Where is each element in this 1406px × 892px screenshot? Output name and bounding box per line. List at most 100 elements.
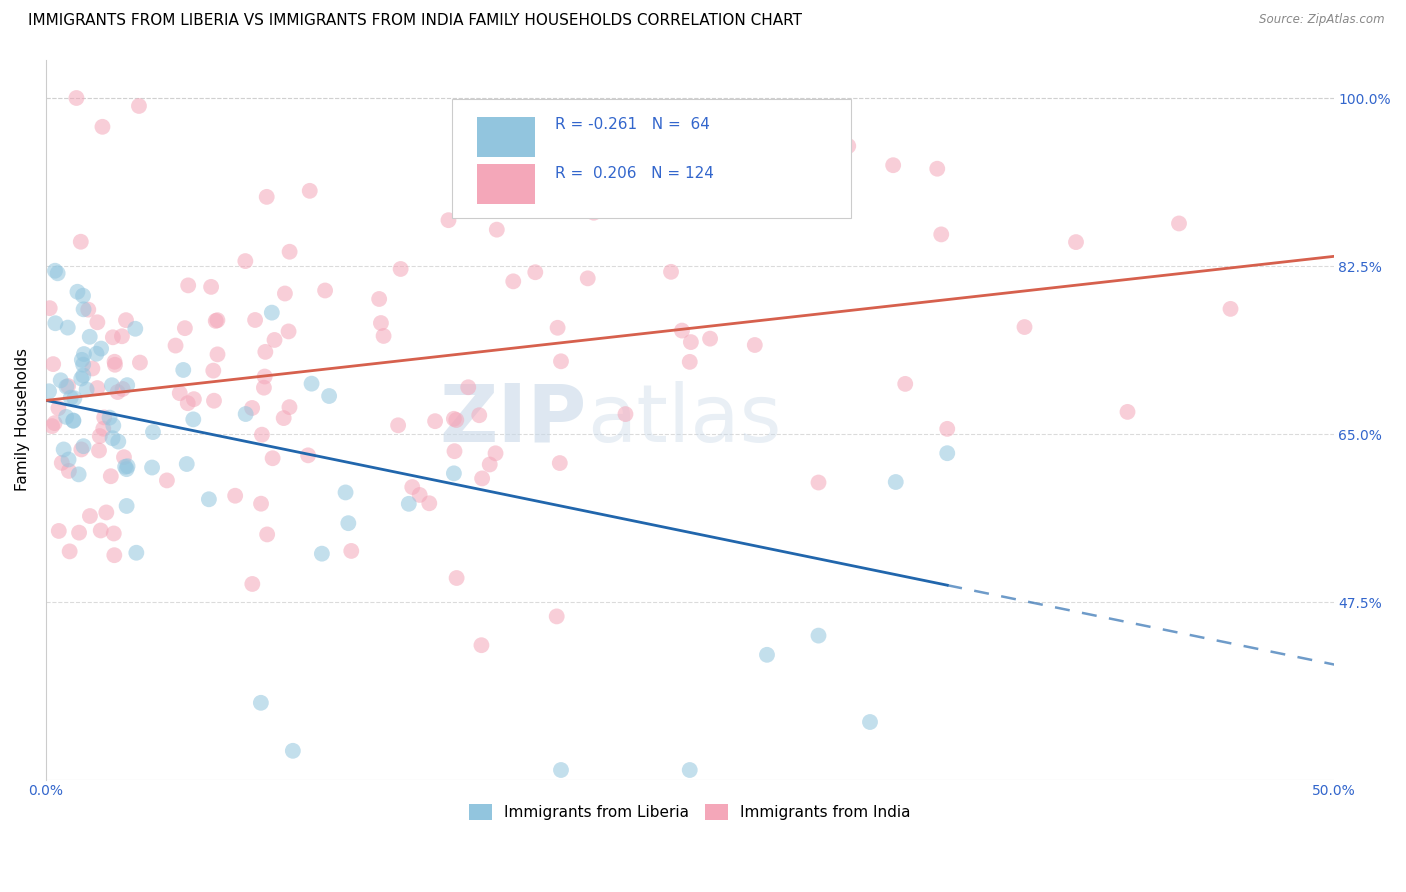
Point (55, 409, 77, 424)
Point (56, 320, 79, 334)
Point (373, 329, 395, 343)
Point (550, 763, 572, 777)
Point (114, 459, 136, 474)
Point (1168, 217, 1191, 231)
Point (100, 469, 122, 483)
Point (103, 526, 125, 541)
Point (401, 480, 423, 494)
Point (59, 391, 82, 405)
Point (86, 315, 108, 329)
Point (524, 265, 547, 279)
Point (129, 355, 152, 369)
Point (38, 301, 60, 315)
Point (48, 524, 70, 538)
Point (547, 320, 569, 334)
Point (117, 459, 139, 474)
Point (115, 462, 138, 476)
Point (72, 368, 94, 383)
Point (207, 313, 229, 327)
Point (254, 344, 277, 359)
Point (278, 400, 301, 414)
Point (318, 389, 340, 403)
Point (437, 213, 460, 227)
Point (418, 496, 440, 510)
Point (89, 429, 111, 443)
Point (72, 302, 94, 317)
Point (38, 384, 60, 399)
Point (115, 499, 138, 513)
Text: Source: ZipAtlas.com: Source: ZipAtlas.com (1260, 13, 1385, 27)
Point (172, 363, 194, 377)
Point (260, 305, 283, 319)
Point (614, 407, 637, 421)
Point (207, 347, 229, 361)
Point (87, 443, 110, 458)
Point (233, 254, 256, 268)
Point (408, 488, 430, 502)
Point (936, 422, 959, 436)
Point (107, 434, 129, 449)
Point (550, 354, 572, 368)
Point (884, 475, 907, 489)
Point (478, 458, 501, 472)
Point (77, 302, 100, 317)
Point (67, 525, 90, 540)
Point (278, 244, 301, 259)
Point (250, 696, 273, 710)
Point (52, 442, 75, 457)
Point (235, 407, 257, 421)
Point (42, 357, 65, 371)
Point (67, 467, 90, 482)
Point (115, 378, 138, 392)
Point (277, 325, 299, 339)
Point (297, 448, 319, 462)
Point (111, 382, 134, 396)
Point (101, 378, 124, 392)
Point (59, 544, 82, 558)
Point (101, 431, 124, 445)
Point (699, 332, 721, 346)
Point (240, 577, 263, 591)
Point (103, 355, 125, 369)
Point (58, 464, 80, 478)
Point (128, 99, 150, 113)
Point (103, 548, 125, 562)
Point (79, 509, 101, 524)
Point (198, 492, 221, 507)
Point (470, 638, 492, 652)
Text: IMMIGRANTS FROM LIBERIA VS IMMIGRANTS FROM INDIA FAMILY HOUSEHOLDS CORRELATION C: IMMIGRANTS FROM LIBERIA VS IMMIGRANTS FR… (28, 13, 801, 29)
Point (65, 91, 87, 105)
Point (274, 286, 297, 301)
Y-axis label: Family Households: Family Households (15, 348, 30, 491)
Point (62, 413, 84, 427)
Point (204, 314, 226, 328)
Text: atlas: atlas (586, 381, 782, 458)
Point (49, 373, 72, 387)
Point (250, 427, 273, 442)
Point (51, 456, 73, 470)
Point (929, 227, 952, 242)
Point (443, 412, 465, 426)
Point (443, 467, 465, 481)
Point (90, 342, 112, 356)
Point (70, 371, 93, 385)
Point (141, 460, 163, 475)
Point (548, 456, 571, 470)
Point (1064, 235, 1087, 249)
Legend: Immigrants from Liberia, Immigrants from India: Immigrants from Liberia, Immigrants from… (463, 797, 917, 826)
Point (446, 413, 468, 427)
Point (679, 763, 702, 777)
Point (98, 410, 121, 425)
Point (927, 161, 949, 176)
Point (576, 271, 599, 285)
Point (807, 629, 830, 643)
Point (72, 288, 94, 302)
Point (66, 285, 89, 299)
Point (200, 280, 222, 294)
Point (73, 347, 96, 361)
Point (93, 410, 115, 425)
Point (423, 414, 446, 428)
Point (335, 485, 357, 500)
Point (502, 274, 524, 288)
Point (224, 489, 246, 503)
